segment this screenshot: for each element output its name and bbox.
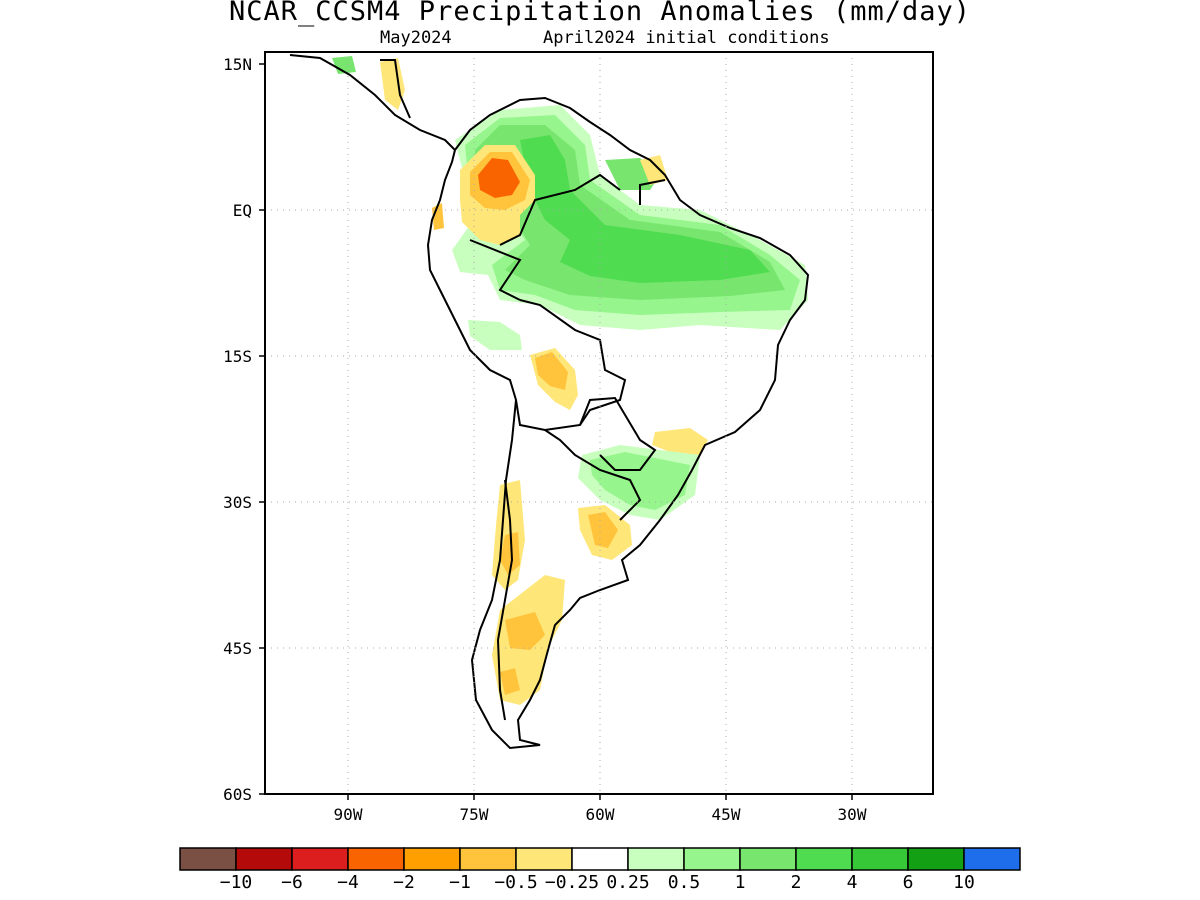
lon-label-45w: 45W — [712, 805, 741, 824]
colorbar-label: −2 — [393, 872, 415, 893]
lat-label-30s: 30S — [223, 493, 252, 512]
colorbar: −10 −6 −4 −2 −1 −0.5 −0.25 0.25 0.5 1 2 4 6 10 — [179, 847, 1021, 893]
colorbar-label: −10 — [220, 872, 253, 893]
colorbar-label: −0.25 — [545, 872, 599, 893]
map-panel: 15N EQ 15S 30S 45S 60S 90W 75W 60W 45W 3… — [223, 51, 934, 824]
colorbar-label: 6 — [903, 872, 914, 893]
lon-axis-labels: 90W 75W 60W 45W 30W — [334, 805, 867, 824]
colorbar-swatch — [235, 847, 293, 871]
colorbar-swatch — [627, 847, 685, 871]
lat-label-45s: 45S — [223, 639, 252, 658]
chart-title: NCAR_CCSM4 Precipitation Anomalies (mm/d… — [229, 0, 971, 27]
colorbar-swatch — [347, 847, 405, 871]
anomaly-shading — [332, 56, 808, 705]
lon-label-60w: 60W — [586, 805, 615, 824]
colorbar-swatch — [459, 847, 517, 871]
colorbar-label: −6 — [281, 872, 303, 893]
lon-label-90w: 90W — [334, 805, 363, 824]
colorbar-swatch — [683, 847, 741, 871]
lon-label-75w: 75W — [460, 805, 489, 824]
colorbar-swatch — [739, 847, 797, 871]
coastlines — [289, 54, 810, 750]
colorbar-swatch — [515, 847, 573, 871]
colorbar-label: −0.5 — [494, 872, 537, 893]
colorbar-swatch — [291, 847, 349, 871]
initial-conditions: April2024 initial conditions — [543, 28, 830, 48]
map-frame — [264, 51, 934, 795]
lat-label-15s: 15S — [223, 347, 252, 366]
lon-label-30w: 30W — [838, 805, 867, 824]
colorbar-label: 0.5 — [668, 872, 701, 893]
colorbar-label: −4 — [337, 872, 359, 893]
colorbar-label: 0.25 — [606, 872, 649, 893]
colorbar-swatch — [851, 847, 909, 871]
colorbar-swatch — [571, 847, 629, 871]
colorbar-swatch — [963, 847, 1021, 871]
lat-label-eq: EQ — [233, 201, 252, 220]
colorbar-swatch — [907, 847, 965, 871]
colorbar-swatch — [179, 847, 237, 871]
graticule — [265, 52, 933, 794]
colorbar-label: 1 — [735, 872, 746, 893]
lat-axis-labels: 15N EQ 15S 30S 45S 60S — [223, 55, 252, 804]
colorbar-label: 2 — [791, 872, 802, 893]
colorbar-swatch — [795, 847, 853, 871]
colorbar-label: 4 — [847, 872, 858, 893]
forecast-month: May2024 — [380, 28, 452, 48]
colorbar-swatch — [403, 847, 461, 871]
lat-label-60s: 60S — [223, 785, 252, 804]
colorbar-label: 10 — [953, 872, 975, 893]
lat-label-15n: 15N — [223, 55, 252, 74]
colorbar-label: −1 — [449, 872, 471, 893]
